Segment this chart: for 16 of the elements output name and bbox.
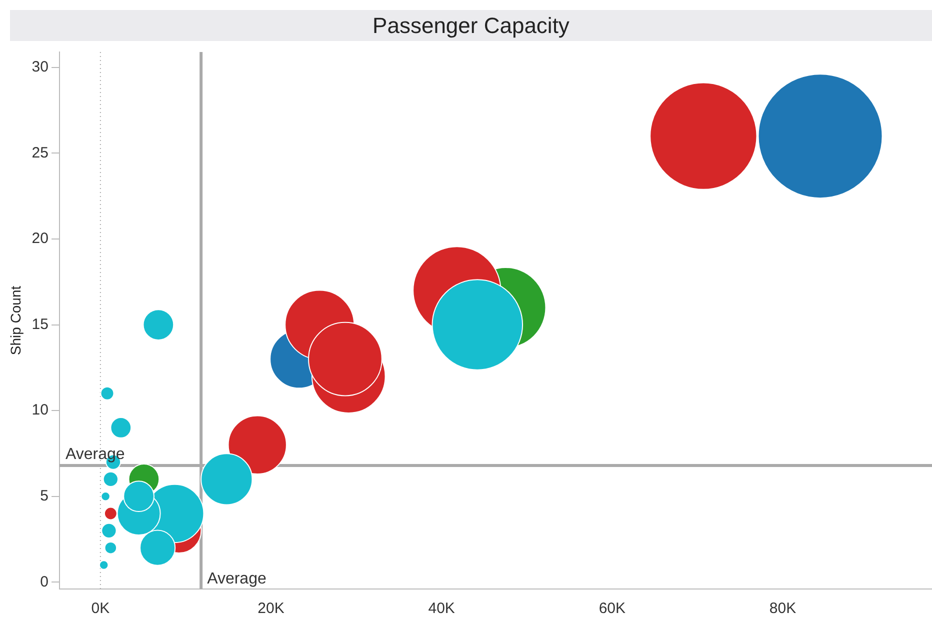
y-tick-label: 10 <box>32 402 48 419</box>
x-tick-label: 80K <box>769 600 796 618</box>
ref-line-label: Average <box>65 446 125 463</box>
y-tick-label: 20 <box>32 230 48 248</box>
x-tick-label: 40K <box>428 600 455 618</box>
x-tick-label: 0K <box>91 600 110 618</box>
y-axis-title: Ship Count <box>7 286 24 356</box>
y-tick-label: 15 <box>32 316 48 333</box>
y-tick-label: 25 <box>32 144 48 162</box>
chart-title: Passenger Capacity <box>10 10 932 41</box>
y-tick-label: 0 <box>40 573 48 590</box>
y-tick-label: 5 <box>40 487 48 504</box>
x-tick-label: 60K <box>598 600 626 618</box>
ref-line-label: Average <box>207 570 266 588</box>
y-tick-label: 30 <box>32 58 48 76</box>
x-tick-label: 20K <box>258 600 284 618</box>
